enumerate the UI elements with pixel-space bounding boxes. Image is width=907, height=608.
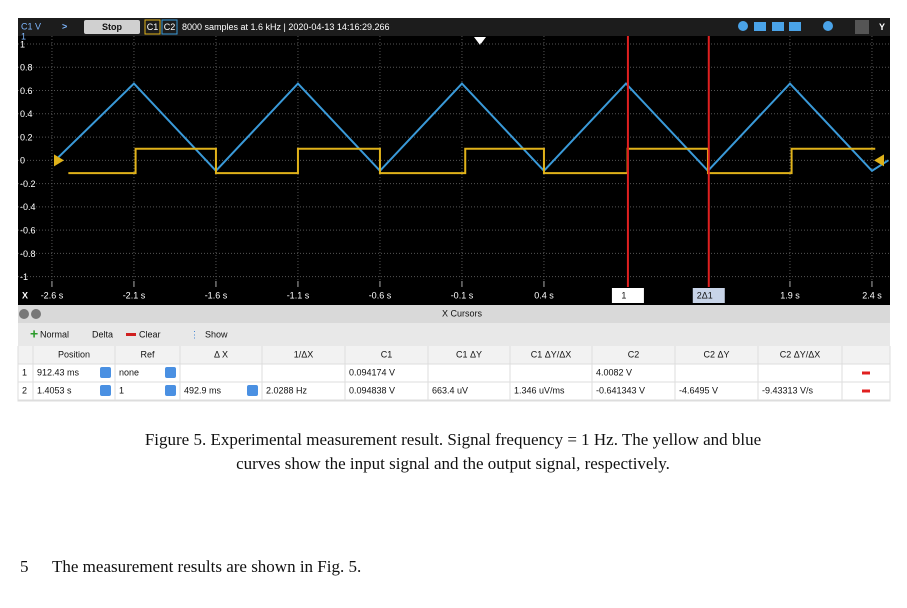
x-tick-label: -2.6 s	[41, 290, 64, 300]
column-header: C1 ΔY/ΔX	[531, 349, 572, 359]
scope-plot	[18, 36, 890, 305]
c2-box[interactable]	[161, 19, 178, 35]
table-cell: 1	[119, 385, 124, 395]
stop-label: Stop	[102, 22, 122, 32]
scope-toolbar	[18, 18, 890, 36]
add-icon: +	[30, 326, 38, 342]
x-tick-label: 0.4 s	[534, 290, 554, 300]
cursor-box[interactable]	[692, 288, 725, 303]
column-header: C1	[381, 349, 393, 359]
column-header: Ref	[140, 349, 155, 359]
x-tick-label: -1.6 s	[205, 290, 228, 300]
table-cell: 1.346 uV/ms	[514, 385, 565, 395]
status: 8000 samples at 1.6 kHz | 2020-04-13 14:…	[182, 22, 389, 32]
column-header: C1 ΔY	[456, 349, 482, 359]
cursor-label: 2Δ1	[697, 290, 713, 300]
y-tick-label: 0.4	[20, 109, 33, 119]
y-tick-label: 0.6	[20, 86, 33, 96]
y-tick-label: -0.2	[20, 179, 36, 189]
section-number: 5	[20, 557, 29, 576]
cursor-toolbar	[18, 323, 890, 346]
y-tick-label: 1	[20, 39, 25, 49]
x-tick-label: -1.1 s	[287, 290, 310, 300]
settings-icon[interactable]	[31, 309, 41, 319]
column-header: Δ X	[214, 349, 228, 359]
table-cell: -4.6495 V	[679, 385, 718, 395]
clear-icon	[126, 333, 136, 336]
x-tick-label: 1.9 s	[780, 290, 800, 300]
table-cell: -9.43313 V/s	[762, 385, 814, 395]
x-tick-label: -0.1 s	[451, 290, 474, 300]
column-header: C2 ΔY/ΔX	[780, 349, 821, 359]
run-arrow[interactable]: >	[62, 21, 67, 31]
dropdown[interactable]	[100, 367, 111, 378]
caption-line: Figure 5. Experimental measurement resul…	[145, 430, 761, 449]
y-tick-label: 0.2	[20, 132, 33, 142]
table-cell: 912.43 ms	[37, 367, 80, 377]
close-icon[interactable]	[19, 309, 29, 319]
stop-button[interactable]	[84, 20, 140, 34]
body-text: The measurement results are shown in Fig…	[52, 557, 361, 576]
dropdown[interactable]	[165, 367, 176, 378]
y-tick-label: -0.8	[20, 249, 36, 259]
delta-button[interactable]: Delta	[92, 329, 113, 339]
y-tick-label: -0.4	[20, 202, 36, 212]
x-tick-label: 2.4 s	[862, 290, 882, 300]
c1-label: C1	[147, 22, 159, 32]
y-tick-label: -0.6	[20, 226, 36, 236]
y-tick-label: -1	[20, 272, 28, 282]
show-icon: ⋮	[190, 329, 199, 339]
table-cell: 0.094174 V	[349, 367, 395, 377]
channel-marker	[54, 154, 64, 167]
panel-bar	[18, 305, 890, 323]
channel-marker	[874, 154, 884, 167]
clear-button[interactable]: Clear	[139, 329, 161, 339]
table-cell: -0.641343 V	[596, 385, 645, 395]
table-cell: 4.0082 V	[596, 367, 632, 377]
normal-button[interactable]: Normal	[40, 329, 69, 339]
column-header: Position	[58, 349, 90, 359]
settings-icon[interactable]	[855, 20, 869, 34]
dropdown[interactable]	[100, 385, 111, 396]
channel-label: C1 V	[21, 21, 41, 31]
channel-scale: 1	[21, 31, 26, 41]
y-tick-label: 0.8	[20, 63, 33, 73]
column-header: C2 ΔY	[703, 349, 729, 359]
y-tick-label: 0	[20, 156, 25, 166]
cursor-label: 1	[621, 290, 626, 300]
remove-button[interactable]	[862, 389, 870, 393]
table-cell: 2.0288 Hz	[266, 385, 308, 395]
c2-label: C2	[164, 22, 176, 32]
remove-button[interactable]	[862, 371, 870, 375]
show-button[interactable]: Show	[205, 329, 228, 339]
x-axis-label: X	[22, 290, 28, 300]
x-tick-label: -2.1 s	[123, 290, 146, 300]
table-cell: 2	[22, 385, 27, 395]
zoom-icons[interactable]	[738, 21, 833, 31]
panel-title: X Cursors	[442, 308, 483, 318]
table-header	[18, 346, 890, 364]
dropdown[interactable]	[247, 385, 258, 396]
c1-box[interactable]	[144, 19, 161, 35]
x-tick-label: -0.6 s	[369, 290, 392, 300]
waveform	[54, 82, 889, 173]
table-cell: 1	[22, 367, 27, 377]
column-header: C2	[628, 349, 640, 359]
table-cell: 663.4 uV	[432, 385, 468, 395]
table-cell: none	[119, 367, 139, 377]
table-cell: 0.094838 V	[349, 385, 395, 395]
dropdown[interactable]	[165, 385, 176, 396]
table-cell: 1.4053 s	[37, 385, 72, 395]
caption-line: curves show the input signal and the out…	[236, 454, 670, 473]
right-label: Y	[879, 22, 885, 32]
cursor-box[interactable]	[611, 288, 644, 303]
table-cell: 492.9 ms	[184, 385, 222, 395]
trigger-marker	[474, 37, 486, 45]
column-header: 1/ΔX	[294, 349, 314, 359]
